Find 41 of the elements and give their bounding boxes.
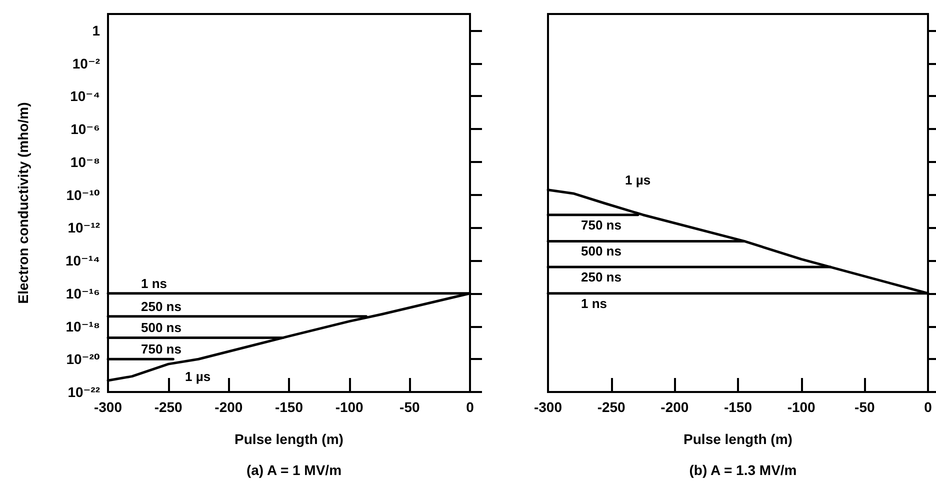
- x-tick-label: -250: [597, 399, 626, 415]
- x-tick-label: -300: [534, 399, 562, 415]
- series-label: 1 ns: [141, 276, 168, 291]
- y-tick-label: 1: [92, 22, 100, 38]
- x-axis-title: Pulse length (m): [684, 431, 792, 447]
- y-tick-label: 10⁻¹⁶: [66, 285, 100, 302]
- legend-label: 1 µs: [185, 369, 211, 384]
- y-tick-label: 10⁻¹²: [68, 220, 100, 236]
- x-tick-label: -300: [94, 399, 122, 415]
- y-tick-label: 10⁻²²: [68, 384, 100, 400]
- x-axis-title: Pulse length (m): [234, 431, 344, 447]
- x-tick-label: 0: [924, 399, 932, 415]
- series-label: 500 ns: [141, 320, 182, 336]
- series-label: 750 ns: [141, 342, 182, 357]
- series-label: 1 ns: [581, 296, 608, 311]
- x-tick-label: -100: [335, 399, 364, 415]
- y-tick-label: 10⁻¹⁸: [66, 318, 100, 334]
- x-tick-label: -100: [787, 399, 816, 415]
- x-tick-label: -200: [214, 399, 243, 415]
- y-tick-label: 10⁻⁸: [70, 154, 100, 170]
- series-label: 250 ns: [581, 270, 622, 285]
- y-axis-title: Electron conductivity (mho/m): [15, 102, 31, 304]
- y-tick-label: 10⁻²: [72, 55, 100, 72]
- y-tick-label: 10⁻¹⁰: [66, 186, 100, 203]
- x-tick-label: -50: [854, 399, 875, 415]
- text: (b) A = 1.3 MV/m: [689, 462, 797, 478]
- x-tick-label: -250: [154, 399, 183, 415]
- series-label: 750 ns: [581, 217, 622, 232]
- text: (a) A = 1 MV/m: [246, 462, 342, 478]
- series-label: 500 ns: [581, 244, 622, 259]
- y-tick-label: 10⁻²⁰: [66, 351, 100, 368]
- x-tick-label: 0: [466, 399, 474, 415]
- x-tick-label: -200: [660, 399, 689, 415]
- y-tick-label: 10⁻⁴: [70, 88, 100, 104]
- y-tick-label: 10⁻¹⁴: [65, 252, 100, 269]
- series-label: 1 µs: [625, 172, 651, 188]
- series-label: 250 ns: [141, 298, 182, 314]
- x-tick-label: -50: [400, 399, 420, 415]
- y-tick-label: 10⁻⁶: [70, 121, 100, 138]
- x-tick-label: -150: [274, 399, 304, 415]
- x-tick-label: -150: [724, 399, 752, 415]
